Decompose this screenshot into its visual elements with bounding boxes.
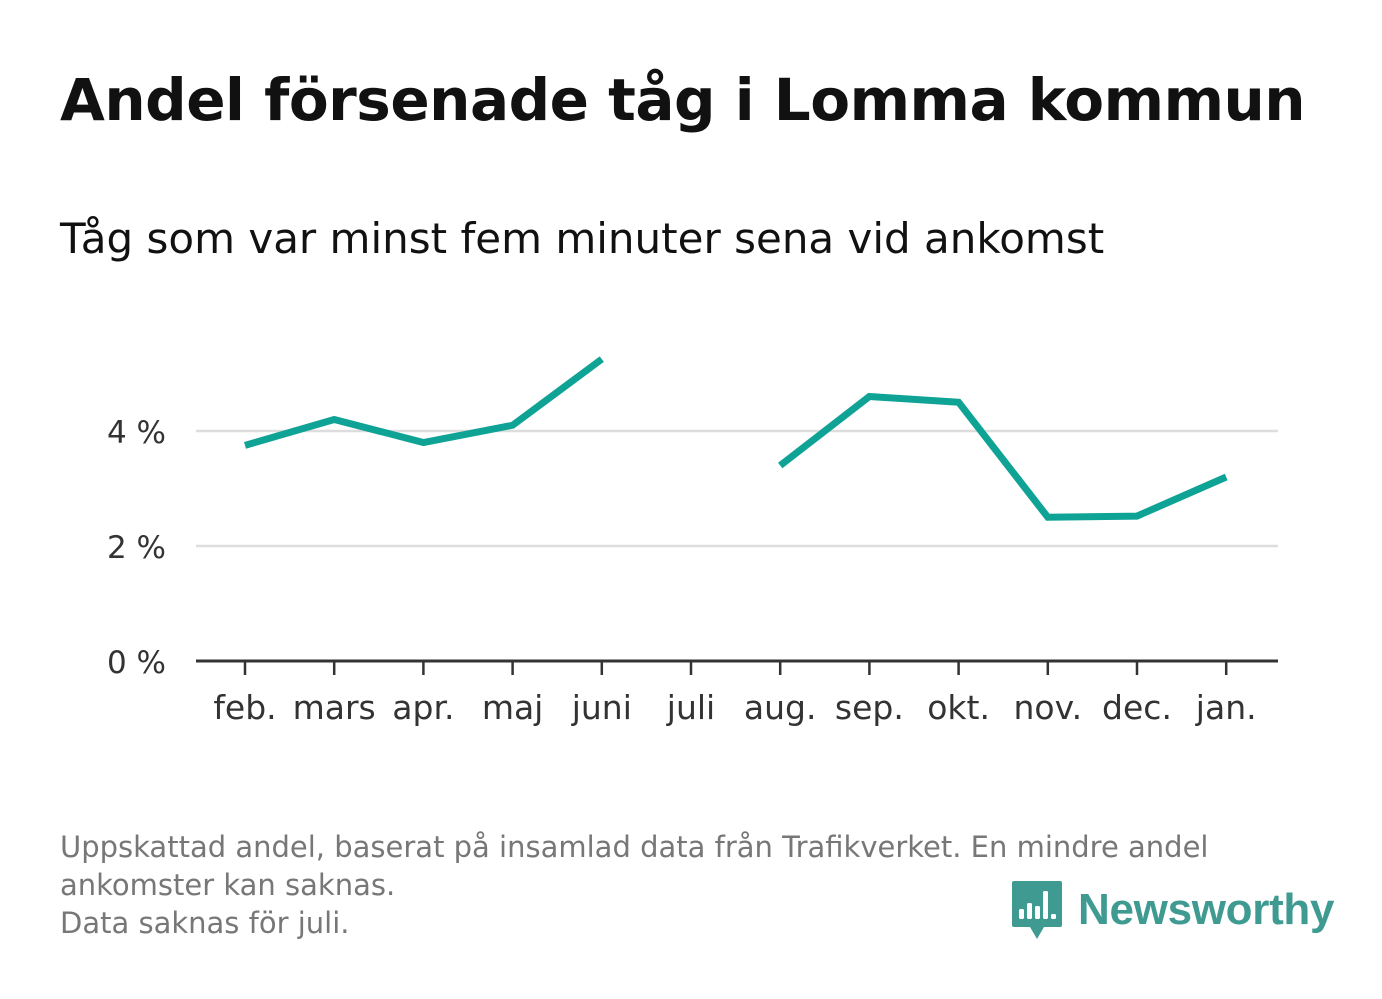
x-tick-label: maj xyxy=(482,688,544,727)
bar-chart-speech-bubble-icon xyxy=(1012,881,1062,939)
footnote-line-3: Data saknas för juli. xyxy=(60,906,350,940)
x-tick-label: sep. xyxy=(835,688,904,727)
x-tick-label: mars xyxy=(293,688,376,727)
logo-text: Newsworthy xyxy=(1078,885,1335,934)
series-line xyxy=(778,392,1228,521)
x-tick-label: aug. xyxy=(744,688,817,727)
chart-subtitle: Tåg som var minst fem minuter sena vid a… xyxy=(60,214,1105,263)
x-tick-label: nov. xyxy=(1014,688,1083,727)
x-axis-ticks: feb. mars apr. maj juni juli aug. sep. okt. nov. d… xyxy=(213,661,1257,727)
x-tick-label: apr. xyxy=(392,688,454,727)
y-tick-label: 0 % xyxy=(107,645,166,681)
series-lines xyxy=(244,356,1228,521)
x-tick-label: jan. xyxy=(1195,688,1257,727)
chart-title: Andel försenade tåg i Lomma kommun xyxy=(60,66,1306,134)
footnote-line-2: ankomster kan saknas. xyxy=(60,868,396,902)
y-tick-label: 4 % xyxy=(107,415,166,451)
footnote: Uppskattad andel, baserat på insamlad da… xyxy=(60,828,1320,942)
footnote-line-1: Uppskattad andel, baserat på insamlad da… xyxy=(60,830,1209,864)
x-tick-label: juli xyxy=(666,688,715,727)
x-tick-label: dec. xyxy=(1102,688,1172,727)
x-tick-label: juni xyxy=(571,688,632,727)
grid-lines xyxy=(196,429,1278,548)
newsworthy-logo: Newsworthy xyxy=(1010,878,1334,942)
series-line xyxy=(244,356,604,449)
y-tick-label: 2 % xyxy=(107,530,166,566)
x-tick-label: okt. xyxy=(927,688,990,727)
x-tick-label: feb. xyxy=(213,688,276,727)
y-axis-ticks: 0 % 2 % 4 % xyxy=(107,415,166,681)
